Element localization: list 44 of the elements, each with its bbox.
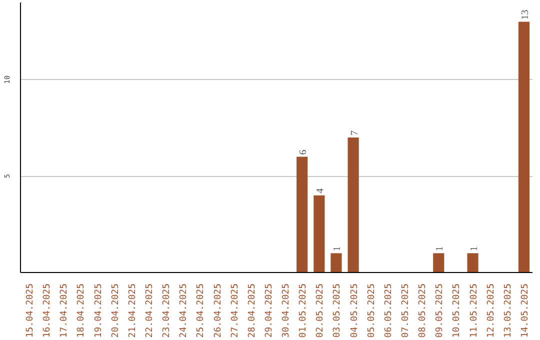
data-label: 4: [315, 188, 326, 194]
x-tick-label: 30.04.2025: [282, 283, 292, 338]
x-tick-label: 09.05.2025: [435, 283, 446, 338]
x-tick-label: 13.05.2025: [503, 283, 514, 338]
x-tick-label: 12.05.2025: [486, 283, 496, 338]
x-tick-label: 28.04.2025: [247, 283, 258, 338]
x-tick-label: 25.04.2025: [196, 283, 206, 338]
x-tick-label: 19.04.2025: [94, 283, 104, 338]
data-label: 13: [520, 10, 531, 20]
x-tick-label: 29.04.2025: [264, 283, 274, 338]
x-tick-label: 17.04.2025: [60, 283, 70, 338]
bar: [330, 253, 342, 272]
x-tick-label: 04.05.2025: [350, 283, 360, 338]
x-tick-label: 07.05.2025: [401, 283, 411, 338]
bar: [467, 253, 478, 272]
bar: [518, 22, 530, 272]
x-tick-label: 05.05.2025: [366, 283, 377, 338]
x-tick-label: 24.04.2025: [179, 283, 190, 338]
data-label: 6: [298, 150, 310, 155]
x-tick-label: 16.04.2025: [42, 283, 53, 338]
x-tick-label: 20.04.2025: [110, 283, 121, 338]
x-tick-label: 08.05.2025: [418, 283, 428, 338]
x-tick-label: 02.05.2025: [316, 283, 326, 338]
x-tick-label: 15.04.2025: [26, 283, 36, 338]
x-tick-label: 06.05.2025: [384, 283, 394, 338]
data-label: 1: [332, 246, 344, 252]
data-label: 1: [468, 246, 480, 252]
x-tick-label: 26.04.2025: [213, 283, 224, 338]
x-tick-label: 14.05.2025: [520, 283, 530, 338]
x-tick-label: 10.05.2025: [452, 283, 462, 338]
bar: [433, 253, 444, 272]
bar: [348, 138, 359, 272]
bar: [296, 156, 308, 272]
x-tick-label: 18.04.2025: [76, 283, 87, 338]
x-tick-label: 22.04.2025: [145, 283, 155, 338]
x-tick-label: 27.04.2025: [230, 283, 240, 338]
data-label: 7: [349, 130, 360, 136]
bar: [314, 195, 325, 272]
x-tick-label: 11.05.2025: [469, 283, 480, 338]
data-label: 1: [434, 246, 446, 252]
x-tick-label: 01.05.2025: [298, 283, 309, 338]
x-tick-label: 21.04.2025: [128, 283, 138, 338]
x-tick-label: 03.05.2025: [332, 283, 343, 338]
x-tick-label: 23.04.2025: [162, 283, 172, 338]
